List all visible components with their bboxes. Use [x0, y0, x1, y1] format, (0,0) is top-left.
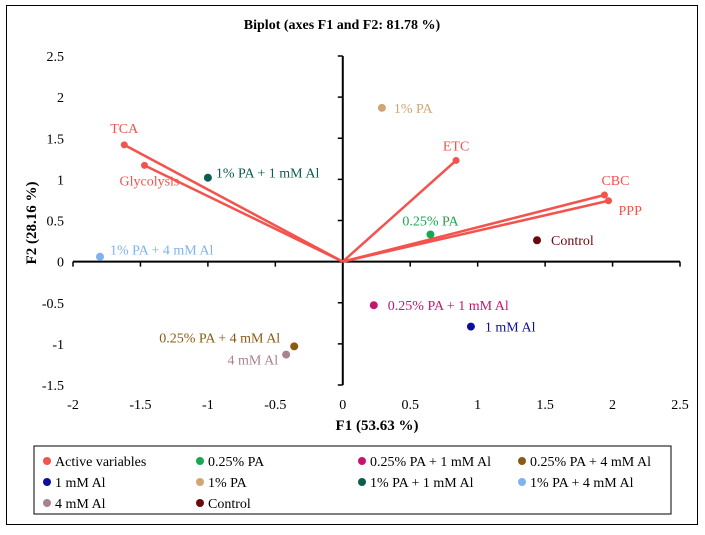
legend-marker [196, 478, 204, 486]
legend-label: 0.25% PA [208, 455, 265, 470]
x-tick-label: 1 [474, 398, 481, 413]
legend-label: 1% PA + 1 mM Al [370, 476, 474, 491]
legend-marker [43, 457, 51, 465]
observation-point [466, 322, 475, 331]
legend-marker [43, 478, 51, 486]
y-tick-label: 0.5 [47, 215, 65, 230]
y-axis-label: F2 (28.16 %) [24, 182, 40, 265]
vector-label: Glycolysis [119, 174, 179, 189]
vector-point [600, 191, 608, 199]
vector-line [143, 164, 344, 263]
legend-marker [196, 457, 204, 465]
y-tick-label: 2.5 [47, 50, 65, 65]
legend-label: 1 mM Al [55, 476, 106, 491]
legend-label: 1% PA + 4 mM Al [530, 476, 634, 491]
legend-label: Active variables [55, 455, 146, 470]
vector-label: CBC [601, 174, 629, 189]
x-tick-label: -1.5 [129, 398, 151, 413]
observation-point [369, 301, 378, 310]
observation-label: 4 mM Al [228, 354, 279, 369]
vector-point [120, 141, 128, 149]
x-tick-label: 1.5 [536, 398, 554, 413]
vector-point [452, 156, 460, 164]
legend: Active variables 0.25% PA 0.25% PA + 1 mM … [33, 445, 672, 515]
x-tick-label: -1 [202, 398, 214, 413]
legend-label: Control [208, 497, 251, 512]
y-tick-label: 2 [57, 91, 64, 106]
legend-label: 0.25% PA + 1 mM Al [370, 455, 491, 470]
vector-line [123, 143, 344, 263]
observation-label: 1% PA + 4 mM Al [110, 244, 214, 259]
x-tick-label: -0.5 [264, 398, 286, 413]
vector-point [605, 197, 613, 205]
vector-label: ETC [443, 139, 469, 154]
observation-label: 1% PA [394, 102, 434, 117]
observation-point [533, 236, 542, 245]
observation-point [95, 252, 104, 261]
legend-marker [43, 499, 51, 507]
legend-marker [196, 499, 204, 507]
legend-label: 1% PA [208, 476, 248, 491]
chart-title: Biplot (axes F1 and F2: 81.78 %) [244, 18, 441, 33]
legend-marker [358, 478, 366, 486]
legend-label: 4 mM Al [55, 497, 106, 512]
vector-line [341, 159, 457, 263]
x-axis-label: F1 (53.63 %) [336, 418, 419, 434]
y-tick-label: -1.5 [42, 379, 64, 394]
observation-label: 0.25% PA + 1 mM Al [388, 299, 509, 314]
legend-label: 0.25% PA + 4 mM Al [530, 455, 651, 470]
observation-point [203, 173, 212, 182]
observation-label: Control [551, 234, 594, 249]
observation-label: 0.25% PA + 4 mM Al [159, 331, 280, 346]
x-tick-label: 2.5 [671, 398, 689, 413]
y-tick-label: -0.5 [42, 297, 64, 312]
x-tick-label: 0.5 [401, 398, 419, 413]
observation-point [426, 230, 435, 239]
axes [72, 55, 681, 386]
x-tick-label: 0 [339, 398, 346, 413]
observation-points: 0.25% PA 0.25% PA + 1 mM Al 0.25% PA + 4 m… [95, 102, 594, 369]
y-tick-label: 1 [57, 173, 64, 188]
observation-label: 1 mM Al [485, 321, 536, 336]
y-tick-label: -1 [52, 338, 64, 353]
active-variable-vectors: TCA Glycolysis ETC CBC PPP [110, 122, 643, 263]
legend-marker [518, 457, 526, 465]
observation-point [282, 350, 291, 359]
vector-line [342, 199, 609, 263]
x-tick-label: 2 [609, 398, 616, 413]
legend-box [33, 445, 672, 515]
legend-marker [518, 478, 526, 486]
chart-frame [6, 5, 698, 525]
y-tick-label: 1.5 [47, 132, 65, 147]
observation-label: 0.25% PA [402, 214, 459, 229]
x-tick-label: -2 [67, 398, 79, 413]
observation-label: 1% PA + 1 mM Al [216, 167, 320, 182]
vector-point [140, 161, 148, 169]
observation-point [290, 342, 299, 351]
legend-marker [358, 457, 366, 465]
tick-labels: -2 -1.5 -1 -0.5 0 0.5 1 1.5 2 2.5-1.5-1-0.500.511… [42, 50, 689, 413]
vector-label: PPP [619, 204, 643, 219]
observation-point [377, 103, 386, 112]
vector-label: TCA [110, 122, 139, 137]
y-tick-label: 0 [57, 256, 64, 271]
